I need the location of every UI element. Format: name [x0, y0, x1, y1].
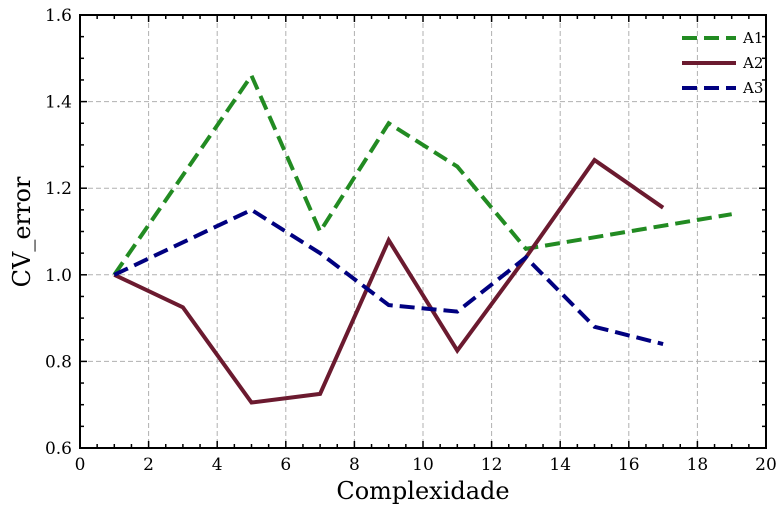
x-tick-label: 8 — [349, 455, 360, 475]
x-tick-labels: 0 2 4 6 8 10 12 14 16 18 20 — [75, 455, 777, 475]
x-tick-label: 18 — [687, 455, 709, 475]
x-tick-label: 0 — [75, 455, 86, 475]
y-axis-label: CV_error — [8, 176, 36, 287]
series-line-a2 — [113, 157, 665, 405]
x-tick-label: 6 — [280, 455, 291, 475]
x-tick-label: 2 — [143, 455, 154, 475]
x-tick-label: 20 — [755, 455, 777, 475]
y-tick-label: 0.6 — [45, 439, 72, 459]
legend-label: A1 — [742, 29, 763, 47]
grid — [80, 15, 766, 448]
legend-label: A2 — [742, 54, 763, 72]
x-tick-label: 16 — [618, 455, 640, 475]
y-tick-label: 0.8 — [45, 352, 72, 372]
y-tick-label: 1.6 — [45, 6, 72, 26]
y-tick-label: 1.0 — [45, 266, 72, 286]
y-tick-label: 1.2 — [45, 179, 72, 199]
legend-label: A3 — [742, 79, 763, 97]
y-tick-label: 1.4 — [45, 93, 72, 113]
y-tick-labels: 0.6 0.8 1.0 1.2 1.4 1.6 — [45, 6, 72, 459]
x-axis-label: Complexidade — [336, 477, 509, 505]
series-line-a1 — [112, 71, 733, 276]
x-tick-label: 4 — [212, 455, 223, 475]
series-lines — [112, 71, 733, 405]
axis-ticks — [79, 14, 767, 449]
x-tick-label: 10 — [412, 455, 434, 475]
series-line-a3 — [113, 207, 664, 347]
legend: A1 A2 A3 — [682, 29, 763, 97]
x-tick-label: 14 — [549, 455, 571, 475]
x-tick-label: 12 — [481, 455, 503, 475]
